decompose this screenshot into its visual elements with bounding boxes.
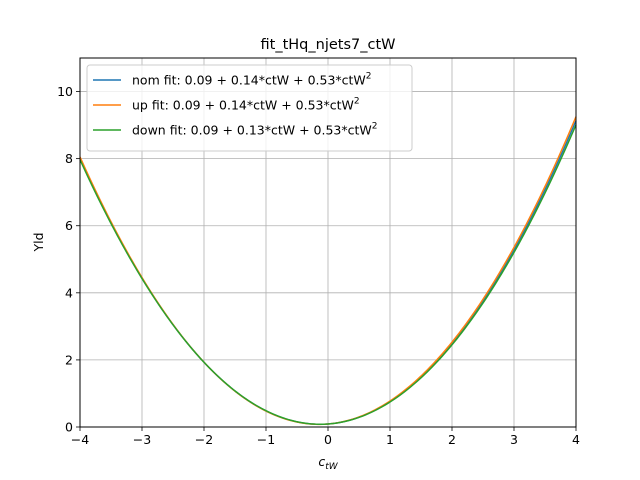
y-tick-label: 10 [57, 84, 73, 99]
x-tick-label: 1 [386, 432, 394, 447]
y-tick-label: 2 [65, 352, 73, 367]
x-tick-label: 0 [324, 432, 332, 447]
legend: nom fit: 0.09 + 0.14*ctW + 0.53*ctW2 up f… [86, 64, 413, 152]
legend-label: down fit: 0.09 + 0.13*ctW + 0.53*ctW2 [132, 122, 378, 138]
x-axis-label: ctW [318, 454, 338, 472]
x-axis-label-sub: tW [325, 462, 339, 472]
legend-label: nom fit: 0.09 + 0.14*ctW + 0.53*ctW2 [132, 72, 372, 88]
x-axis-ticks: −4 −3 −2 −1 0 1 2 3 4 [71, 427, 580, 447]
x-tick-label: −3 [133, 432, 151, 447]
y-tick-label: 0 [65, 420, 73, 435]
y-tick-label: 4 [65, 285, 73, 300]
y-tick-label: 8 [65, 151, 73, 166]
x-tick-label: 3 [510, 432, 518, 447]
x-tick-label: −2 [195, 432, 213, 447]
series-line-2 [79, 124, 577, 426]
y-axis-label: Yld [31, 232, 46, 252]
x-tick-label: −1 [257, 432, 275, 447]
chart-title: fit_tHq_njets7_ctW [261, 37, 396, 53]
x-tick-label: 2 [448, 432, 456, 447]
x-tick-label: 4 [572, 432, 580, 447]
x-axis-label-base: c [318, 454, 325, 469]
series-lines [79, 116, 577, 426]
y-axis-ticks: 0 2 4 6 8 10 [57, 84, 80, 435]
y-tick-label: 6 [65, 218, 73, 233]
x-tick-label: −4 [71, 432, 89, 447]
legend-label: up fit: 0.09 + 0.14*ctW + 0.53*ctW2 [132, 97, 360, 113]
legend-box [86, 64, 413, 152]
